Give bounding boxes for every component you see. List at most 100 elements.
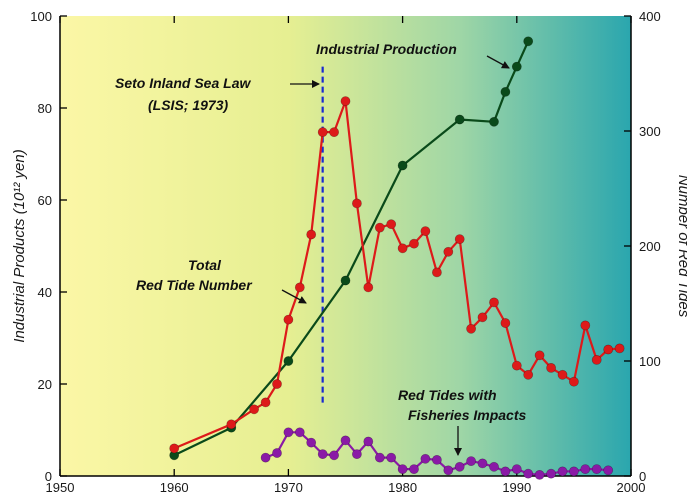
data-point-industrial-production [283,356,294,366]
y2-tick-label: 100 [639,354,661,369]
data-point-red-tides-with-fisheries-impacts [466,456,476,466]
x-tick-label: 1970 [274,480,303,495]
annotation-fisheries-line2: Fisheries Impacts [408,407,526,423]
arrow-total [281,289,307,304]
data-point-red-tides-with-fisheries-impacts [477,458,488,469]
data-point-red-tides-with-fisheries-impacts [557,466,568,477]
x-tick-label: 1980 [388,480,417,495]
data-point-total-red-tide-number [603,344,614,355]
data-point-total-red-tide-number [329,127,339,138]
data-point-total-red-tide-number [591,354,602,365]
data-point-red-tides-with-fisheries-impacts [420,453,431,464]
data-point-total-red-tide-number [306,229,317,240]
data-point-red-tides-with-fisheries-impacts [523,468,534,479]
data-point-industrial-production [500,87,511,97]
data-point-total-red-tide-number [260,397,271,408]
data-point-red-tides-with-fisheries-impacts [317,449,328,459]
data-point-red-tides-with-fisheries-impacts [546,468,556,479]
data-point-red-tides-with-fisheries-impacts [351,449,362,459]
data-point-red-tides-with-fisheries-impacts [294,427,305,438]
y-tick-label: 100 [30,9,52,24]
data-point-red-tides-with-fisheries-impacts [443,465,454,476]
y2-axis-ticks: 0 100 200 300 400 [624,9,661,484]
data-point-total-red-tide-number [557,369,568,380]
data-point-red-tides-with-fisheries-impacts [374,452,385,463]
data-point-total-red-tide-number [546,362,556,373]
plot-background [60,16,631,476]
series-layer [169,36,625,480]
data-point-red-tides-with-fisheries-impacts [591,464,602,474]
data-point-total-red-tide-number [363,282,374,293]
y-tick-label: 80 [38,101,52,116]
data-point-total-red-tide-number [397,243,408,254]
x-tick-label: 1990 [502,480,531,495]
data-point-industrial-production [454,114,465,125]
series-line-industrial-production [173,40,530,457]
data-point-total-red-tide-number [511,360,522,371]
data-point-total-red-tide-number [534,350,545,361]
y2-tick-label: 400 [639,9,661,24]
data-point-total-red-tide-number [340,96,351,106]
data-point-red-tides-with-fisheries-impacts [454,461,465,472]
data-point-total-red-tide-number [272,379,282,389]
data-point-red-tides-with-fisheries-impacts [431,454,442,465]
data-point-total-red-tide-number [443,246,454,257]
data-point-total-red-tide-number [523,369,534,380]
data-point-red-tides-with-fisheries-impacts [409,464,419,474]
data-point-industrial-production [489,116,499,127]
data-point-total-red-tide-number [283,314,294,325]
data-point-total-red-tide-number [431,267,442,278]
annotation-seto-law-line1: Seto Inland Sea Law [115,75,251,91]
data-point-red-tides-with-fisheries-impacts [386,452,397,463]
data-point-total-red-tide-number [454,234,465,244]
data-point-red-tides-with-fisheries-impacts [500,466,511,477]
data-point-red-tides-with-fisheries-impacts [511,464,522,474]
data-point-total-red-tide-number [477,312,488,323]
x-tick-label: 1960 [160,480,189,495]
data-point-total-red-tide-number [249,404,259,415]
data-point-total-red-tide-number [226,419,237,430]
data-point-industrial-production [340,275,351,286]
data-point-red-tides-with-fisheries-impacts [260,452,271,463]
y-tick-label: 60 [38,193,52,208]
data-point-red-tides-with-fisheries-impacts [363,436,374,447]
y2-axis-label: Number of Red Tides [675,175,687,318]
data-point-red-tides-with-fisheries-impacts [580,464,591,474]
y-tick-label: 40 [38,285,52,300]
x-tick-label: 1950 [46,480,75,495]
data-point-total-red-tide-number [386,219,397,230]
data-point-red-tides-with-fisheries-impacts [489,461,499,472]
data-point-red-tides-with-fisheries-impacts [397,464,408,474]
data-point-total-red-tide-number [580,320,591,331]
data-point-industrial-production [523,36,534,47]
data-point-total-red-tide-number [569,376,579,387]
y-axis-label: Industrial Products (10¹² yen) [11,149,28,342]
data-point-red-tides-with-fisheries-impacts [569,466,579,477]
annotation-fisheries-line1: Red Tides with [398,387,497,403]
annotation-total-line2: Red Tide Number [136,277,253,293]
data-point-red-tides-with-fisheries-impacts [603,465,614,476]
data-point-total-red-tide-number [317,127,328,138]
annotation-seto-law-line2: (LSIS; 1973) [148,97,228,113]
data-point-industrial-production [397,160,408,171]
y-tick-label: 20 [38,377,52,392]
data-point-total-red-tide-number [374,222,385,233]
data-point-total-red-tide-number [169,443,180,454]
x-tick-label: 2000 [617,480,646,495]
y2-tick-label: 0 [639,469,646,484]
data-point-red-tides-with-fisheries-impacts [306,437,317,448]
y2-tick-label: 300 [639,124,661,139]
y-axis-ticks: 0 20 40 60 80 100 [30,9,67,484]
data-point-total-red-tide-number [466,323,476,334]
data-point-red-tides-with-fisheries-impacts [534,469,545,480]
y2-tick-label: 200 [639,239,661,254]
data-point-total-red-tide-number [409,238,419,249]
data-point-red-tides-with-fisheries-impacts [272,448,282,458]
data-point-industrial-production [511,61,522,72]
data-point-total-red-tide-number [489,297,499,308]
y-tick-label: 0 [45,469,52,484]
annotation-industrial-production: Industrial Production [316,41,457,57]
data-point-total-red-tide-number [614,343,625,354]
x-axis-ticks: 1950 1960 1970 1980 1990 2000 [46,16,646,495]
